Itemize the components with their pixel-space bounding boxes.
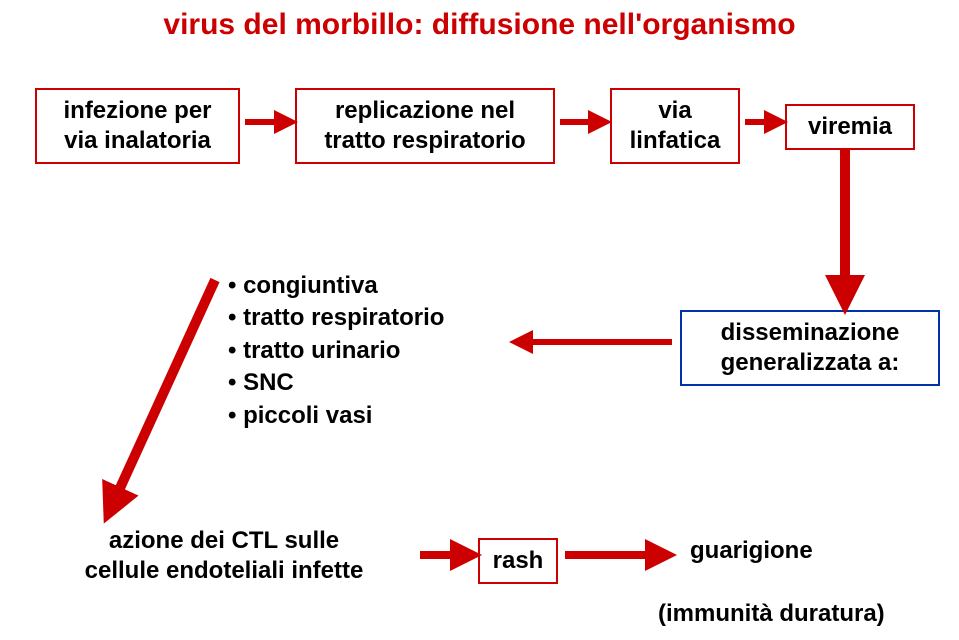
arrow <box>110 280 215 510</box>
arrows-layer <box>0 0 959 640</box>
